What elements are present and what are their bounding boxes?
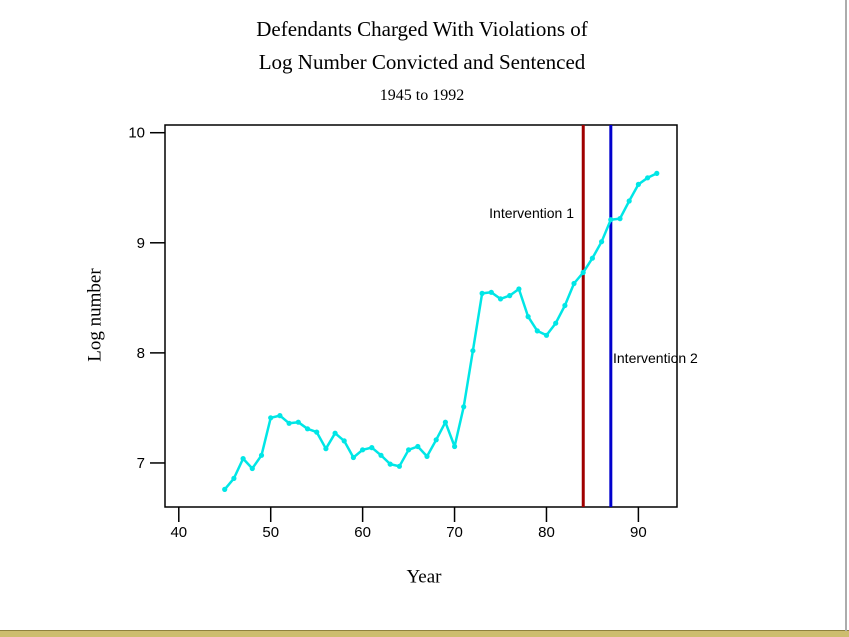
- data-point: [534, 328, 540, 334]
- data-point: [304, 426, 311, 432]
- data-point: [268, 415, 274, 421]
- data-point: [562, 302, 568, 309]
- data-point: [378, 452, 384, 458]
- y-tick-label: 7: [137, 455, 145, 472]
- data-point: [479, 290, 485, 296]
- data-point: [654, 170, 660, 176]
- y-axis-label: Log number: [84, 268, 106, 362]
- data-point: [617, 216, 623, 222]
- data-point: [543, 332, 550, 338]
- data-point: [645, 175, 651, 181]
- data-point: [507, 293, 513, 299]
- x-tick-label: 80: [538, 524, 555, 541]
- data-point: [231, 475, 237, 481]
- data-point: [323, 446, 329, 452]
- chart-subtitle: 1945 to 1992: [379, 87, 465, 104]
- data-point: [470, 348, 476, 354]
- data-point: [277, 413, 283, 419]
- data-point: [406, 447, 412, 453]
- data-point: [626, 198, 632, 204]
- data-point: [249, 465, 255, 472]
- data-point: [286, 420, 292, 426]
- x-tick-label: 50: [262, 524, 279, 541]
- data-point: [599, 239, 605, 245]
- data-point: [387, 461, 393, 467]
- data-point: [369, 445, 375, 451]
- y-tick-label: 9: [137, 235, 145, 252]
- data-point: [608, 217, 614, 223]
- data-point: [341, 438, 347, 444]
- data-point: [295, 419, 301, 425]
- data-point: [580, 269, 586, 276]
- data-point: [553, 320, 559, 326]
- data-point: [589, 255, 596, 261]
- data-point: [360, 447, 366, 453]
- data-point: [314, 429, 320, 435]
- window-bottom-strip: [0, 630, 849, 637]
- data-point: [497, 296, 504, 302]
- data-point: [415, 443, 421, 450]
- chart-title-line-1: Defendants Charged With Violations of: [256, 17, 588, 41]
- data-point: [222, 486, 228, 492]
- plot-box: [164, 124, 678, 508]
- data-point: [525, 314, 531, 320]
- intervention-1-label: Intervention 1: [489, 205, 574, 221]
- x-axis-label: Year: [406, 566, 442, 588]
- window-right-border: [845, 0, 847, 631]
- data-point: [258, 452, 265, 458]
- x-tick-label: 60: [354, 524, 371, 541]
- data-point: [488, 289, 494, 295]
- intervention-2-label: Intervention 2: [613, 350, 698, 366]
- data-point: [332, 430, 338, 436]
- data-point: [516, 286, 522, 292]
- data-point: [442, 419, 448, 425]
- chart-title-line-2: Log Number Convicted and Sentenced: [258, 50, 586, 74]
- x-tick-label: 90: [630, 524, 647, 541]
- data-point: [396, 463, 402, 469]
- y-tick-label: 8: [137, 345, 145, 362]
- data-point: [635, 181, 642, 187]
- x-tick-label: 70: [446, 524, 463, 541]
- data-point: [571, 280, 577, 287]
- data-point: [424, 453, 430, 459]
- data-point: [240, 456, 246, 462]
- data-point: [461, 404, 467, 410]
- data-point: [350, 454, 356, 461]
- data-series-line: [223, 172, 659, 491]
- data-point: [433, 437, 439, 443]
- data-point: [452, 443, 458, 450]
- y-tick-label: 10: [128, 125, 145, 142]
- x-tick-label: 40: [170, 524, 187, 541]
